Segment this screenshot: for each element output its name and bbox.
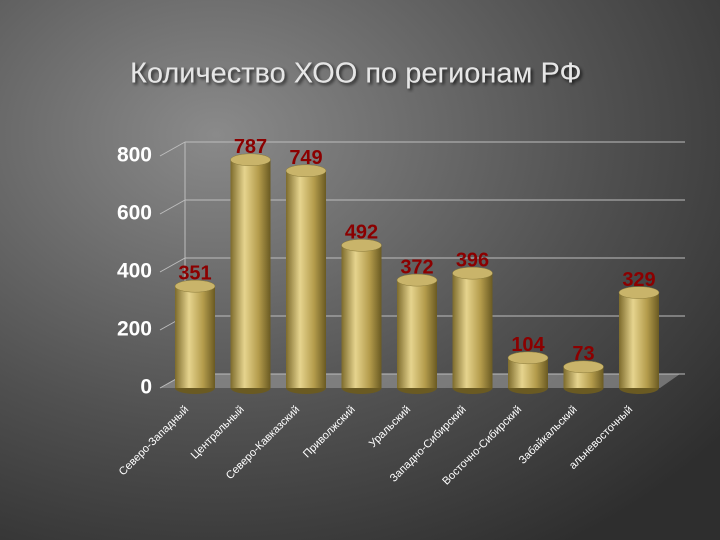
y-tick-label: 400 [117, 260, 152, 283]
y-tick-label: 200 [117, 318, 152, 341]
value-label: 104 [511, 334, 545, 356]
y-tick-label: 0 [140, 376, 152, 399]
bar-top [230, 153, 271, 167]
value-label: 787 [234, 136, 267, 158]
bar [286, 170, 326, 388]
value-label: 372 [400, 256, 433, 278]
bar-top [563, 360, 604, 374]
grid-line-side [159, 199, 186, 215]
bar [397, 280, 437, 388]
value-label: 492 [345, 222, 378, 244]
bar-top [507, 351, 549, 365]
value-label: 749 [289, 147, 322, 169]
chart-title: Количество ХОО по регионам РФ [130, 58, 582, 90]
bar [619, 292, 659, 388]
y-tick-label: 800 [117, 144, 152, 167]
bar [230, 159, 271, 388]
bar-top [396, 273, 438, 287]
bar-top [452, 266, 493, 280]
bar-top [174, 279, 216, 293]
value-label: 351 [178, 262, 211, 284]
bar [452, 273, 493, 388]
grid-line-side [159, 257, 186, 273]
bar-top [285, 164, 327, 178]
value-label: 396 [456, 249, 489, 271]
bar [175, 286, 215, 388]
value-label: 329 [622, 269, 655, 291]
bar [341, 245, 382, 388]
grid-line-side [159, 141, 186, 157]
bar-top [341, 239, 382, 252]
value-label: 73 [572, 343, 594, 365]
y-tick-label: 600 [117, 202, 152, 225]
bar-top [618, 286, 660, 299]
